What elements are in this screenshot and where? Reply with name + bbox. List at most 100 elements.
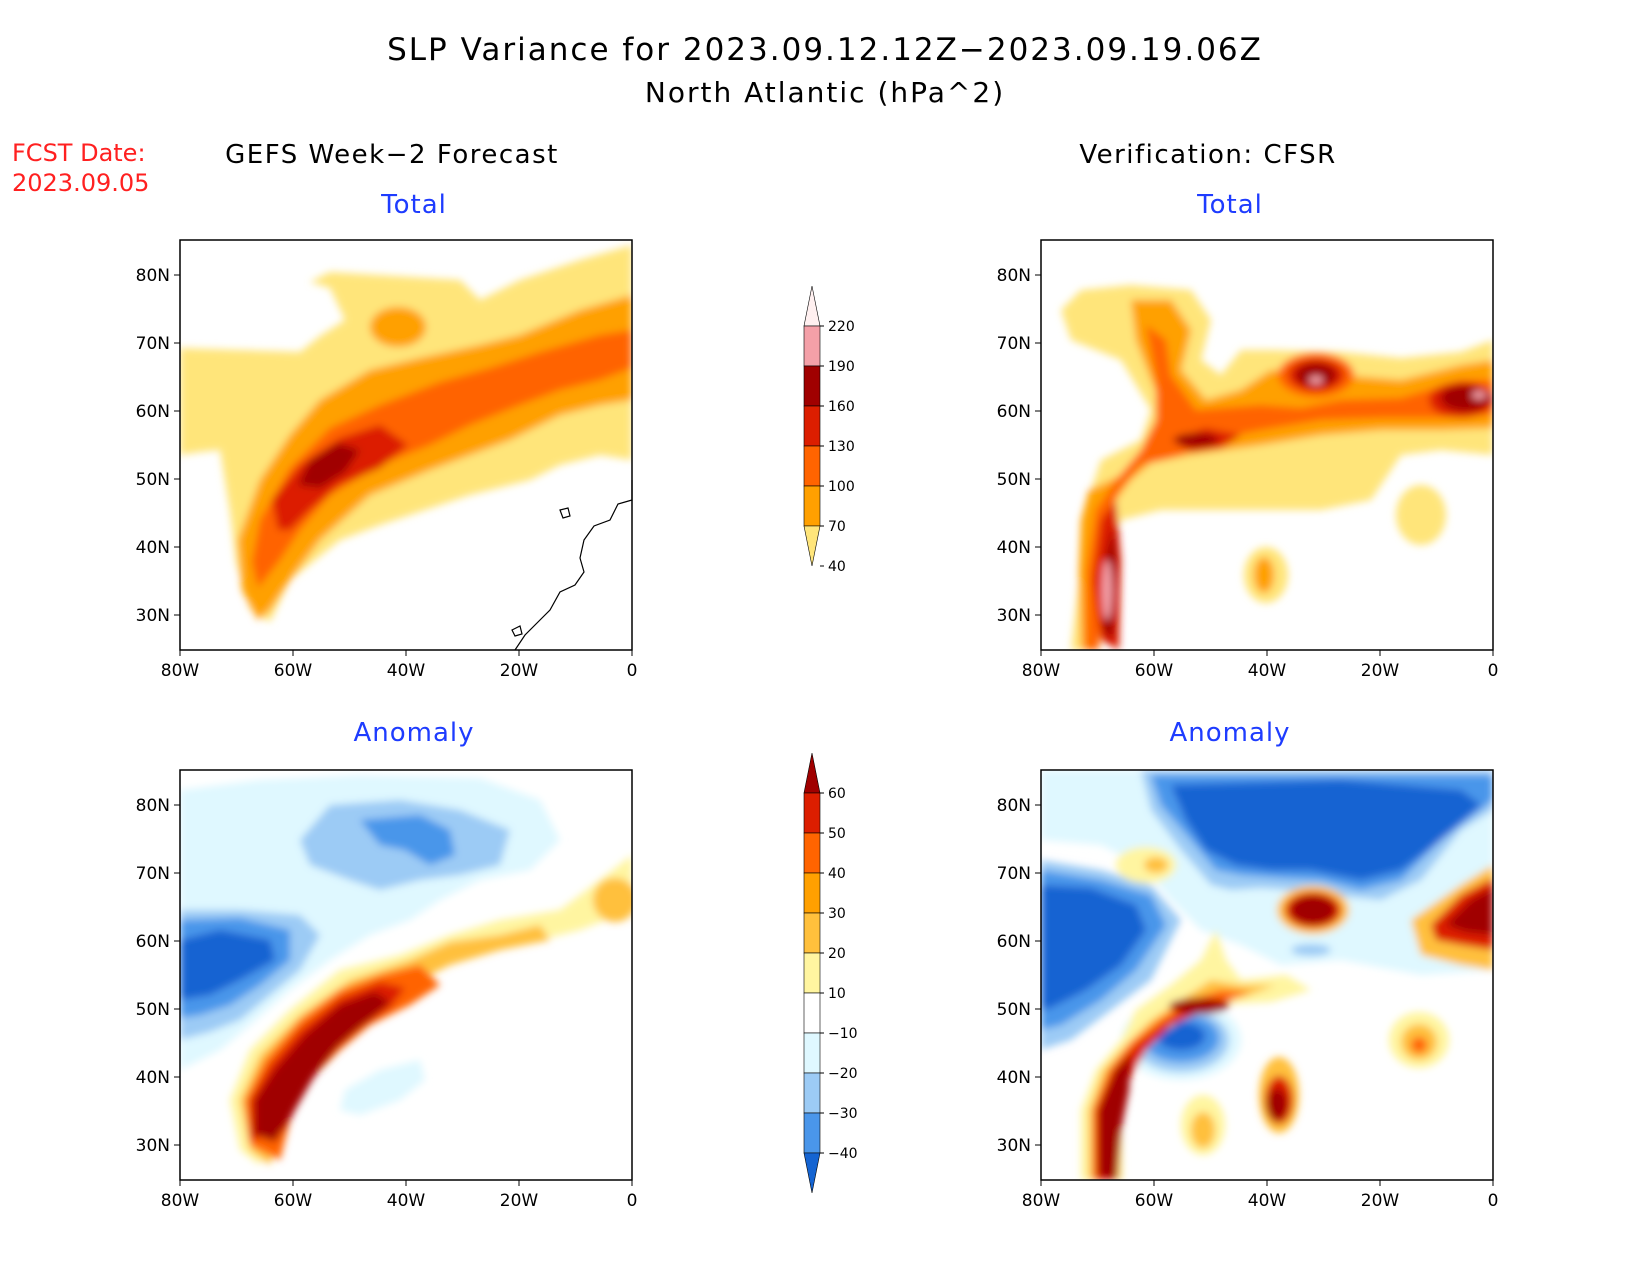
colorbar-swatch: [803, 365, 821, 407]
colorbar-swatch: [803, 325, 821, 367]
panel-title-forecast-total: Total: [381, 190, 447, 220]
panel-title-verification-anomaly: Anomaly: [1169, 718, 1291, 748]
colorbar-swatch: [803, 952, 821, 994]
lat-tick-label: 50N: [136, 470, 170, 490]
lon-tick-label: 20W: [500, 661, 539, 681]
column-title-verification: Verification: CFSR: [1079, 140, 1337, 170]
colorbar-label: 130: [828, 439, 855, 455]
lat-tick-label: 40N: [136, 538, 170, 558]
lat-tick-label: 40N: [997, 538, 1031, 558]
colorbar-label: 40: [828, 559, 846, 575]
colorbar-swatch: [803, 1072, 821, 1114]
lat-tick-label: 80N: [136, 266, 170, 286]
lat-tick-label: 70N: [136, 864, 170, 884]
lon-tick-label: 80W: [161, 1191, 200, 1211]
colorbar-swatch: [803, 445, 821, 487]
lon-tick-label: 0: [1488, 661, 1499, 681]
lon-tick-label: 60W: [1135, 1191, 1174, 1211]
colorbar-total: 220 190 160 130 100 70 40: [803, 285, 855, 575]
colorbar-label: 220: [828, 319, 855, 335]
lon-tick-label: 40W: [1248, 661, 1287, 681]
colorbar-anomaly: 60 50 40 30 20 10 −10 −20 −30 −40: [803, 752, 858, 1194]
lon-tick-label: 20W: [500, 1191, 539, 1211]
colorbar-label: 60: [828, 786, 846, 802]
colorbar-swatch: [803, 405, 821, 447]
colorbar-swatch: [803, 912, 821, 954]
colorbar-label: 190: [828, 359, 855, 375]
lat-tick-label: 30N: [136, 606, 170, 626]
lon-tick-label: 40W: [387, 1191, 426, 1211]
colorbar-swatch: [803, 1112, 821, 1154]
lon-tick-label: 0: [1488, 1191, 1499, 1211]
lat-tick-label: 50N: [136, 1000, 170, 1020]
lat-tick-label: 60N: [136, 402, 170, 422]
forecast-date-block: FCST Date: 2023.09.05: [12, 138, 149, 198]
colorbar-label: 70: [828, 519, 846, 535]
chart-title: SLP Variance for 2023.09.12.12Z−2023.09.…: [387, 32, 1263, 68]
chart-subtitle: North Atlantic (hPa^2): [644, 76, 1006, 109]
lon-tick-label: 20W: [1361, 1191, 1400, 1211]
colorbar-label: 40: [828, 866, 846, 882]
lon-tick-label: 0: [627, 1191, 638, 1211]
map-forecast-total: [180, 245, 633, 651]
lat-tick-label: 40N: [997, 1068, 1031, 1088]
colorbar-swatch: [803, 992, 821, 1034]
axes-forecast-anomaly: 80N 70N 60N 50N 40N 30N 80W 60W 40W 20W 0: [136, 769, 638, 1211]
colorbar-label: 160: [828, 399, 855, 415]
colorbar-label: 30: [828, 906, 846, 922]
colorbar-label: −20: [828, 1066, 858, 1082]
colorbar-bottom-arrow: [803, 525, 821, 567]
colorbar-bottom-arrow: [803, 1152, 821, 1194]
map-forecast-anomaly: [180, 775, 632, 1165]
lat-tick-label: 60N: [136, 932, 170, 952]
colorbar-label: −30: [828, 1106, 858, 1122]
lon-tick-label: 0: [627, 661, 638, 681]
axes-forecast-total: 80N 70N 60N 50N 40N 30N 80W 60W 40W 20W 0: [136, 239, 638, 681]
lat-tick-label: 70N: [136, 334, 170, 354]
fcst-date-value: 2023.09.05: [12, 169, 150, 197]
colorbar-label: 20: [828, 946, 846, 962]
map-verification-anomaly: [1041, 770, 1493, 1180]
lat-tick-label: 30N: [997, 606, 1031, 626]
colorbar-top-arrow: [803, 752, 821, 794]
column-title-forecast: GEFS Week−2 Forecast: [225, 140, 559, 170]
panel-title-forecast-anomaly: Anomaly: [353, 718, 475, 748]
lat-tick-label: 30N: [136, 1136, 170, 1156]
axes-verification-anomaly: 80N 70N 60N 50N 40N 30N 80W 60W 40W 20W 0: [997, 769, 1499, 1211]
lon-tick-label: 80W: [161, 661, 200, 681]
colorbar-label: −40: [828, 1146, 858, 1162]
colorbar-top-arrow: [803, 285, 821, 327]
colorbar-swatch: [803, 832, 821, 874]
lat-tick-label: 50N: [997, 470, 1031, 490]
colorbar-swatch: [803, 872, 821, 914]
lat-tick-label: 80N: [997, 266, 1031, 286]
lat-tick-label: 50N: [997, 1000, 1031, 1020]
colorbar-label: −10: [828, 1026, 858, 1042]
lon-tick-label: 60W: [274, 1191, 313, 1211]
lat-tick-label: 40N: [136, 1068, 170, 1088]
lat-tick-label: 60N: [997, 932, 1031, 952]
lon-tick-label: 60W: [1135, 661, 1174, 681]
lat-tick-label: 80N: [136, 796, 170, 816]
lon-tick-label: 80W: [1022, 1191, 1061, 1211]
lon-tick-label: 40W: [387, 661, 426, 681]
colorbar-swatch: [803, 1032, 821, 1074]
colorbar-label: 50: [828, 826, 846, 842]
map-verification-total: [1061, 285, 1493, 650]
lon-tick-label: 80W: [1022, 661, 1061, 681]
lat-tick-label: 60N: [997, 402, 1031, 422]
lat-tick-label: 70N: [997, 334, 1031, 354]
panel-title-verification-total: Total: [1197, 190, 1263, 220]
colorbar-label: 10: [828, 986, 846, 1002]
lat-tick-label: 80N: [997, 796, 1031, 816]
colorbar-swatch: [803, 792, 821, 834]
lon-tick-label: 60W: [274, 661, 313, 681]
fcst-date-label: FCST Date:: [12, 139, 146, 167]
colorbar-swatch: [803, 485, 821, 527]
colorbar-label: 100: [828, 479, 855, 495]
lon-tick-label: 20W: [1361, 661, 1400, 681]
axes-verification-total: 80N 70N 60N 50N 40N 30N 80W 60W 40W 20W 0: [997, 239, 1499, 681]
lat-tick-label: 30N: [997, 1136, 1031, 1156]
lat-tick-label: 70N: [997, 864, 1031, 884]
